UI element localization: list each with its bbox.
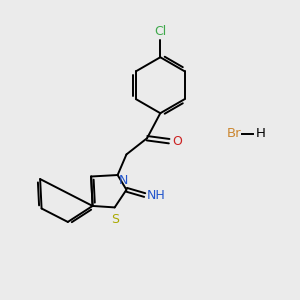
Text: Br: Br bbox=[226, 127, 241, 140]
Text: O: O bbox=[172, 135, 182, 148]
Text: H: H bbox=[255, 127, 265, 140]
Text: N: N bbox=[119, 174, 128, 187]
Text: NH: NH bbox=[147, 188, 166, 202]
Text: S: S bbox=[111, 213, 119, 226]
Text: Cl: Cl bbox=[154, 25, 167, 38]
